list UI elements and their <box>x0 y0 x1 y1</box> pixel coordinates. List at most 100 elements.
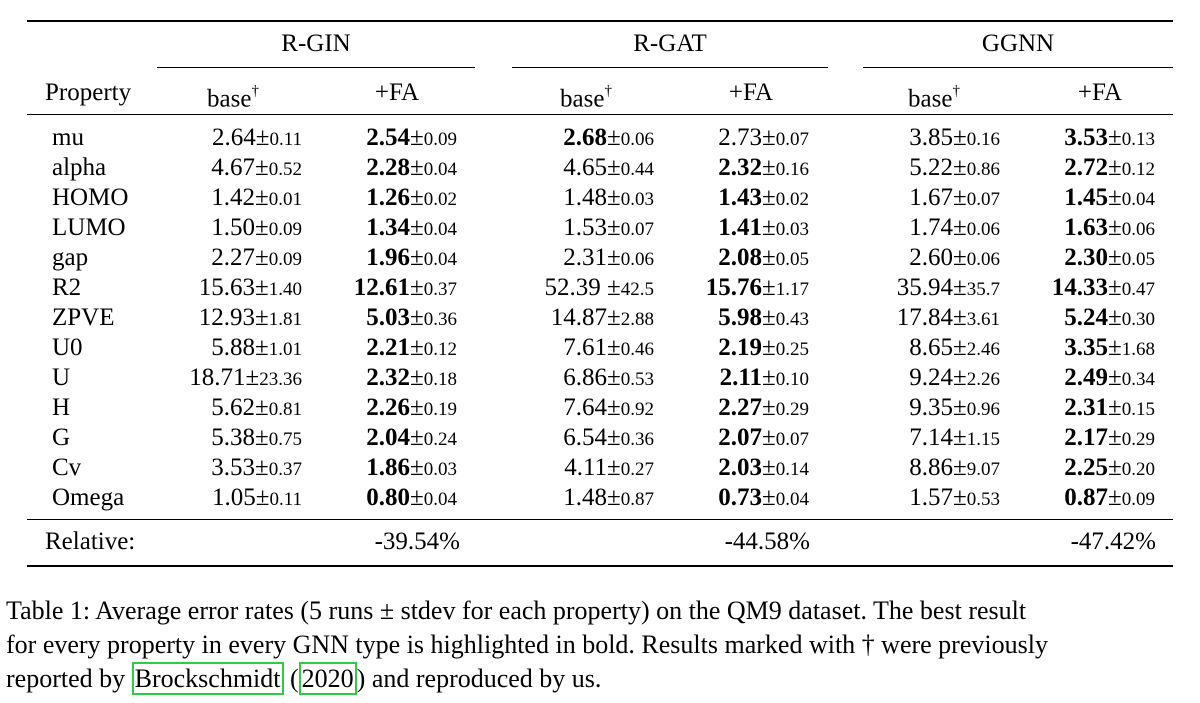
cell-stdev: 0.11 <box>269 129 302 150</box>
plus-minus: ± <box>255 484 270 511</box>
table-cell: 5.03±0.36 <box>257 303 457 335</box>
cell-value: 2.31 <box>1064 394 1109 421</box>
cell-stdev: 0.37 <box>423 279 457 300</box>
table-cell: 2.19±0.25 <box>609 333 809 365</box>
plus-minus: ± <box>953 184 967 211</box>
property-header: Property <box>45 79 132 106</box>
plus-minus: ± <box>1108 214 1122 241</box>
cell-value: 5.62 <box>211 394 256 421</box>
relative-label: Relative: <box>45 528 136 555</box>
property-name: gap <box>52 244 89 271</box>
subheader-base: base† <box>526 78 646 114</box>
cell-stdev: 0.37 <box>268 459 302 480</box>
plus-minus: ± <box>1108 454 1122 481</box>
plus-minus: ± <box>255 424 269 451</box>
table-cell: 8.65±2.46 <box>800 333 1000 365</box>
plus-minus: ± <box>245 364 260 391</box>
table-cell: 6.54±0.36 <box>454 423 654 455</box>
cell-value: 35.94 <box>896 274 954 301</box>
cell-stdev: 1.15 <box>966 429 1000 450</box>
table-cell: 2.54±0.09 <box>257 123 457 155</box>
plus-minus: ± <box>410 484 424 511</box>
cell-stdev: 0.29 <box>775 399 809 420</box>
property-name: H <box>52 394 71 421</box>
cell-stdev: 0.06 <box>966 219 1000 240</box>
cell-stdev: 0.04 <box>423 159 457 180</box>
plus-minus: ± <box>762 244 776 271</box>
cell-value: 2.54 <box>366 124 411 151</box>
property-name: U0 <box>52 334 83 361</box>
table-cell: 2.32±0.18 <box>257 363 457 395</box>
cell-stdev: 0.06 <box>620 249 654 270</box>
cell-value: 1.45 <box>1064 184 1109 211</box>
cell-value: 0.87 <box>1064 484 1109 511</box>
cell-value: 1.42 <box>211 184 256 211</box>
cell-value: 5.98 <box>718 304 763 331</box>
cell-value: 7.14 <box>909 424 954 451</box>
plus-minus: ± <box>1108 184 1122 211</box>
table-cell: 1.34±0.04 <box>257 213 457 245</box>
plus-minus: ± <box>255 454 269 481</box>
cell-value: 3.85 <box>909 124 954 151</box>
cell-stdev: 0.36 <box>620 429 654 450</box>
cell-stdev: 0.06 <box>620 129 654 150</box>
cell-stdev: 42.5 <box>620 279 654 300</box>
table-cell: 1.50±0.09 <box>102 213 302 245</box>
cell-value: 2.60 <box>909 244 954 271</box>
caption-text: ( <box>283 664 299 693</box>
plus-minus: ± <box>953 304 967 331</box>
cell-stdev: 0.81 <box>268 399 302 420</box>
cell-value: 2.27 <box>718 394 763 421</box>
plus-minus: ± <box>762 124 776 151</box>
table-cell: 4.67±0.52 <box>102 153 302 185</box>
table-cell: 1.67±0.07 <box>800 183 1000 215</box>
relative-value-rgin: -39.54% <box>374 528 460 555</box>
cell-value: 15.63 <box>198 274 256 301</box>
cell-stdev: 0.07 <box>775 129 809 150</box>
subheader-base: base† <box>874 78 994 114</box>
cell-value: 1.41 <box>718 214 763 241</box>
cell-value: 2.31 <box>563 244 608 271</box>
plus-minus: ± <box>953 454 967 481</box>
table-cell: 2.49±0.34 <box>955 363 1155 395</box>
table-cell: 2.28±0.04 <box>257 153 457 185</box>
plus-minus: ± <box>1108 394 1122 421</box>
table-cell: 17.84±3.61 <box>800 303 1000 335</box>
table-cell: 1.26±0.02 <box>257 183 457 215</box>
cell-stdev: 1.01 <box>268 339 302 360</box>
cell-stdev: 0.11 <box>269 489 302 510</box>
cell-stdev: 0.02 <box>775 189 809 210</box>
plus-minus: ± <box>410 184 424 211</box>
cell-value: 4.65 <box>563 154 608 181</box>
citation-year-link[interactable]: 2020 <box>298 662 357 695</box>
plus-minus: ± <box>953 244 967 271</box>
cell-value: 2.27 <box>211 244 256 271</box>
table-cell: 4.11±0.27 <box>454 453 654 485</box>
plus-minus: ± <box>255 244 269 271</box>
citation-author-link[interactable]: Brockschmidt <box>131 662 284 695</box>
plus-minus: ± <box>410 424 424 451</box>
cell-value: 2.03 <box>718 454 763 481</box>
table-cell: 2.30±0.05 <box>955 243 1155 275</box>
cell-stdev: 0.25 <box>775 339 809 360</box>
table-cell: 1.53±0.07 <box>454 213 654 245</box>
cell-stdev: 0.36 <box>423 309 457 330</box>
cell-value: 2.28 <box>366 154 411 181</box>
plus-minus: ± <box>607 154 621 181</box>
cell-stdev: 0.09 <box>1121 489 1155 510</box>
table-cell: 14.87±2.88 <box>454 303 654 335</box>
table-cell: 3.85±0.16 <box>800 123 1000 155</box>
cell-stdev: 0.04 <box>423 489 457 510</box>
property-name: HOMO <box>52 184 129 211</box>
table-cell: 2.31±0.06 <box>454 243 654 275</box>
cell-stdev: 0.29 <box>1121 429 1155 450</box>
subheader-fa: +FA <box>374 79 420 106</box>
table-cell: 12.93±1.81 <box>102 303 302 335</box>
table-cell: 2.21±0.12 <box>257 333 457 365</box>
table-cell: 1.48±0.03 <box>454 183 654 215</box>
table-cell: 1.43±0.02 <box>609 183 809 215</box>
plus-minus: ± <box>762 484 776 511</box>
property-name: Cv <box>52 454 82 481</box>
cell-value: 1.67 <box>909 184 954 211</box>
plus-minus: ± <box>1108 304 1122 331</box>
